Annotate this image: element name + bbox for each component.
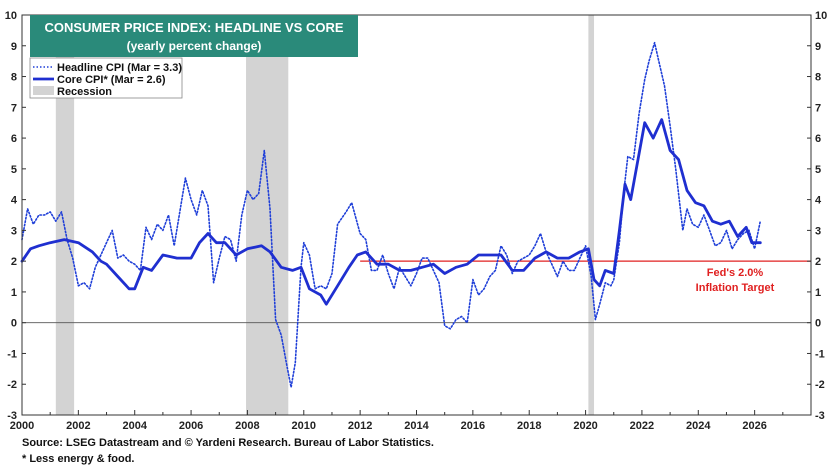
headline-cpi-line [21, 41, 762, 389]
x-tick-label-9: 2018 [517, 420, 541, 432]
x-tick-label-8: 2016 [461, 420, 485, 432]
source-note: Source: LSEG Datastream and © Yardeni Re… [22, 437, 434, 449]
y-tick-label-right-11: 8 [815, 72, 821, 84]
x-tick-label-5: 2010 [292, 420, 316, 432]
x-tick-label-10: 2020 [573, 420, 597, 432]
legend-recession-label: Recession [57, 86, 112, 98]
title-box: CONSUMER PRICE INDEX: HEADLINE VS CORE (… [30, 15, 358, 57]
y-tick-label-right-4: 1 [815, 287, 821, 299]
legend-core-label: Core CPI* (Mar = 2.6) [57, 74, 166, 86]
x-tick-label-0: 2000 [10, 420, 34, 432]
recession-band-1 [246, 15, 289, 415]
series-layer [20, 41, 762, 389]
x-tick-label-13: 2026 [742, 420, 766, 432]
cpi-chart: -3 -3 -2 -2 -1 -1 0 0 1 1 2 2 3 3 4 4 5 5 6 6 7 7 8 8 9 9 10 10 2000… [5, 10, 828, 432]
y-tick-label-left-9: 6 [11, 133, 17, 145]
x-tick-label-7: 2014 [404, 420, 429, 432]
x-tick-label-1: 2002 [66, 420, 90, 432]
recession-band-2 [588, 15, 595, 415]
y-tick-label-left-7: 4 [11, 195, 18, 207]
legend: Headline CPI (Mar = 3.3) Core CPI* (Mar … [29, 57, 183, 99]
y-tick-label-left-0: -3 [7, 410, 17, 422]
y-tick-label-right-2: -1 [815, 348, 825, 360]
y-tick-label-right-0: -3 [815, 410, 825, 422]
y-tick-label-right-7: 4 [815, 195, 822, 207]
recession-bands [55, 15, 595, 415]
x-tick-label-11: 2022 [630, 420, 654, 432]
legend-headline-label: Headline CPI (Mar = 3.3) [57, 62, 182, 74]
footnote: * Less energy & food. [22, 453, 135, 465]
y-tick-label-left-11: 8 [11, 72, 17, 84]
y-tick-label-right-10: 7 [815, 102, 821, 114]
y-tick-label-left-5: 2 [11, 256, 17, 268]
x-tick-label-12: 2024 [686, 420, 711, 432]
y-tick-label-right-9: 6 [815, 133, 821, 145]
x-tick-label-3: 2006 [179, 420, 203, 432]
x-tick-label-2: 2004 [122, 420, 147, 432]
title-background [30, 15, 358, 57]
target-label-line2: Inflation Target [696, 282, 775, 294]
chart-subtitle: (yearly percent change) [127, 39, 262, 53]
axes: -3 -3 -2 -2 -1 -1 0 0 1 1 2 2 3 3 4 4 5 5 6 6 7 7 8 8 9 9 10 10 2000… [5, 10, 828, 432]
y-tick-label-right-5: 2 [815, 256, 821, 268]
y-tick-label-right-12: 9 [815, 41, 821, 53]
y-tick-label-left-3: 0 [11, 318, 17, 330]
recession-band-0 [55, 15, 75, 415]
y-tick-label-left-8: 5 [11, 164, 17, 176]
y-tick-label-left-12: 9 [11, 41, 17, 53]
y-tick-label-left-13: 10 [5, 10, 17, 22]
y-tick-label-right-8: 5 [815, 164, 821, 176]
y-tick-label-left-4: 1 [11, 287, 17, 299]
x-tick-label-4: 2008 [235, 420, 259, 432]
y-tick-label-right-3: 0 [815, 318, 821, 330]
y-tick-label-left-1: -2 [7, 379, 17, 391]
x-tick-label-6: 2012 [348, 420, 372, 432]
legend-box [29, 57, 183, 99]
core-cpi-line [20, 118, 762, 306]
y-tick-label-right-1: -2 [815, 379, 825, 391]
target-annotation: Fed's 2.0% Inflation Target [696, 267, 775, 294]
chart-title: CONSUMER PRICE INDEX: HEADLINE VS CORE [44, 20, 343, 35]
y-tick-label-left-10: 7 [11, 102, 17, 114]
y-tick-label-left-2: -1 [7, 348, 17, 360]
y-tick-label-right-6: 3 [815, 225, 821, 237]
y-tick-label-left-6: 3 [11, 225, 17, 237]
legend-recession-swatch [33, 86, 54, 95]
y-tick-label-right-13: 10 [815, 10, 827, 22]
target-label-line1: Fed's 2.0% [707, 267, 764, 279]
